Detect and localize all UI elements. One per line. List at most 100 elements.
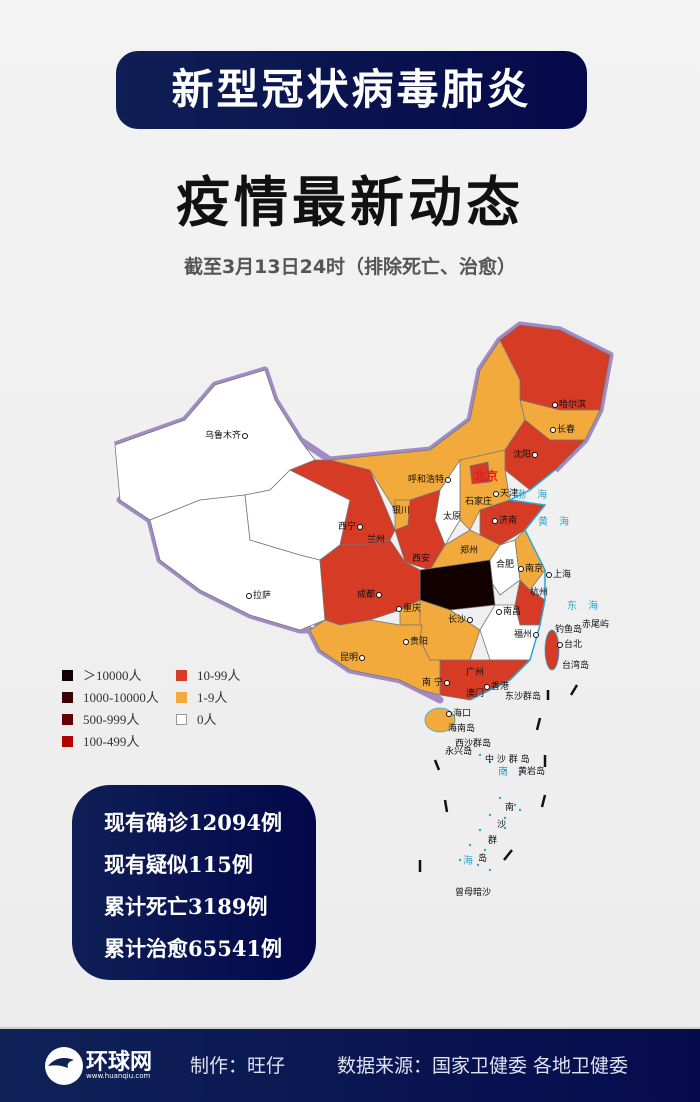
city-dot-icon [533, 631, 540, 638]
legend-item: ＞10000人 [62, 665, 142, 684]
map-label-text: 天津 [500, 489, 519, 499]
map-label: 天津 [493, 486, 518, 499]
legend-label: 0人 [197, 712, 217, 727]
city-dot-icon [493, 490, 499, 497]
stat-total-recovered: 累计治愈65541例 [104, 936, 283, 961]
stat-current-suspected: 现有疑似115例 [104, 852, 253, 877]
legend-item: 10-99人 [176, 665, 240, 684]
logo-text: 环球网 [86, 1050, 153, 1075]
logo-url: www.huanqiu.com [86, 1072, 151, 1080]
map-label-text: 香港 [491, 682, 510, 692]
legend-swatch [62, 692, 73, 703]
map-label: 南 宁 [422, 675, 451, 688]
map-label: 福州 [514, 627, 540, 640]
map-label-text: 成都 [357, 590, 376, 600]
map-label-text: 岛 [478, 854, 488, 864]
map-label-text: 西安 [412, 554, 431, 564]
map-label: 东 海 [567, 597, 602, 612]
island-dot [478, 828, 482, 832]
map-label-text: 海 [463, 856, 477, 867]
map-label: 南 [505, 800, 514, 813]
map-label: 西沙群岛 [455, 736, 491, 749]
city-dot-icon [492, 517, 498, 524]
stat-total-deaths: 累计死亡3189例 [104, 894, 268, 919]
map-label-text: 石家庄 [465, 497, 493, 507]
map-label-text: 东沙群岛 [505, 692, 542, 702]
island-dot [498, 796, 502, 800]
map-label-text: 西宁 [338, 522, 357, 532]
map-label-text: 澳门 [466, 689, 485, 699]
map-label-text: 海口 [453, 709, 472, 719]
map-label: 台湾岛 [562, 658, 589, 671]
map-label-text: 杭州 [530, 588, 549, 598]
map-label-text: 太原 [443, 512, 462, 522]
eagle-logo-icon [45, 1047, 83, 1085]
map-label: 南京 [518, 561, 543, 574]
map-label-text: 乌鲁木齐 [205, 431, 242, 441]
map-label: 哈尔滨 [552, 397, 586, 410]
dash-line [569, 684, 579, 696]
map-label: 贵阳 [403, 634, 428, 647]
map-label-text: 台湾岛 [562, 661, 590, 671]
map-label-text: 郑州 [460, 546, 479, 556]
island-dot [503, 768, 507, 772]
legend-item: 1000-10000人 [62, 687, 159, 706]
map-label-text: 南京 [525, 564, 544, 574]
island-dot [488, 813, 492, 817]
island-dot [478, 753, 482, 757]
author-credit: 制作：旺仔 [190, 1055, 286, 1077]
region-ningxia [394, 499, 411, 531]
map-label-text: 南 [505, 803, 515, 813]
city-dot-icon [242, 432, 249, 439]
headline: 疫情最新动态 [176, 171, 524, 234]
city-dot-icon [396, 605, 402, 612]
map-label: 长沙 [448, 612, 474, 625]
map-label: 中 沙 群 岛 [485, 752, 530, 765]
data-source: 数据来源：国家卫健委 各地卫健委 [337, 1055, 629, 1077]
map-label-text: 渤 海 [516, 490, 552, 501]
map-label: 西安 [412, 551, 430, 564]
city-dot-icon [467, 616, 474, 623]
legend-swatch [176, 670, 187, 681]
map-label-text: 台北 [564, 640, 583, 650]
map-label: 南昌 [496, 604, 521, 617]
legend-label: 1-9人 [197, 690, 228, 705]
map-label: 杭州 [530, 585, 548, 598]
map-label: 济南 [492, 513, 517, 526]
map-label: 西宁 [338, 519, 364, 532]
city-dot-icon [552, 401, 558, 408]
map-label-text: 群 [488, 836, 498, 846]
legend-label: ＞10000人 [83, 668, 142, 683]
map-label-text: 曾母暗沙 [455, 888, 492, 898]
island-dot [488, 760, 492, 764]
island-dot [458, 858, 462, 862]
city-dot-icon [376, 591, 383, 598]
map-label: 沈阳 [513, 447, 539, 460]
legend-label: 1000-10000人 [83, 690, 159, 705]
map-label-text: 贵阳 [410, 637, 429, 647]
map-label: 合肥 [496, 557, 514, 570]
map-label-text: 上海 [553, 570, 572, 580]
legend-item: 500-999人 [62, 709, 139, 728]
island-dot [503, 816, 507, 820]
map-label: 北京 [474, 467, 498, 484]
map-label-text: 昆明 [340, 653, 359, 663]
map-label: 东沙群岛 [505, 689, 541, 702]
island-dot [493, 836, 497, 840]
region-heilongjiang [499, 324, 611, 411]
legend-swatch [62, 714, 73, 725]
legend-swatch [176, 692, 187, 703]
map-label: 澳门 [466, 686, 484, 699]
map-label: 乌鲁木齐 [205, 428, 249, 441]
legend-label: 500-999人 [83, 712, 140, 727]
map-label: 银川 [392, 503, 410, 516]
map-label-text: 东 海 [567, 601, 603, 612]
map-label: 海口 [446, 706, 471, 719]
map-label-text: 哈尔滨 [559, 400, 587, 410]
city-dot-icon [532, 451, 539, 458]
map-label: 海南岛 [448, 721, 475, 734]
legend-swatch [176, 714, 187, 725]
map-label: 曾母暗沙 [455, 885, 491, 898]
map-label: 岛 [478, 851, 487, 864]
map-label-text: 西沙群岛 [455, 739, 492, 749]
